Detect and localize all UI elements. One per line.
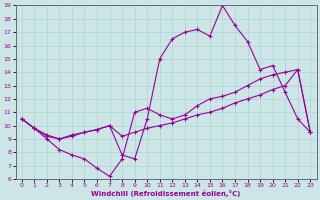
X-axis label: Windchill (Refroidissement éolien,°C): Windchill (Refroidissement éolien,°C) — [91, 190, 241, 197]
